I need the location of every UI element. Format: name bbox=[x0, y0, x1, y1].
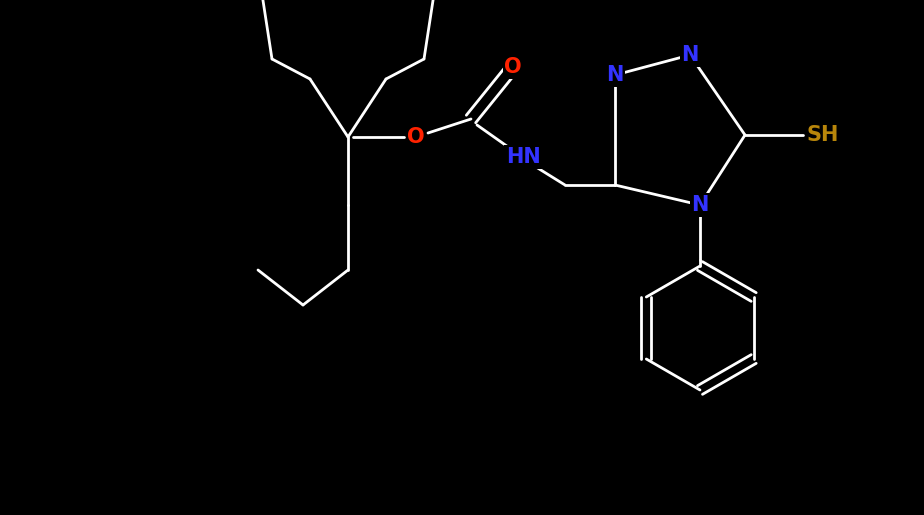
Text: O: O bbox=[505, 57, 522, 77]
Text: N: N bbox=[691, 195, 709, 215]
Text: N: N bbox=[681, 45, 699, 65]
Text: HN: HN bbox=[505, 147, 541, 167]
Text: N: N bbox=[606, 65, 624, 85]
Text: O: O bbox=[407, 127, 425, 147]
Text: SH: SH bbox=[807, 125, 839, 145]
